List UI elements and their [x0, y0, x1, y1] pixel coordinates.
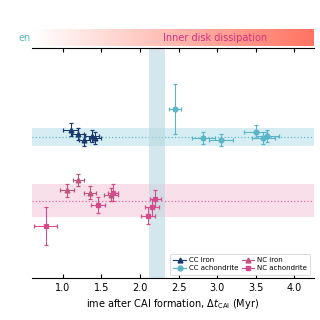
Bar [32, 128, 314, 147]
Text: Inner disk dissipation: Inner disk dissipation [163, 33, 267, 43]
Text: netesimal accretion times: netesimal accretion times [32, 37, 141, 46]
X-axis label: ime after CAI formation, $\Delta t_{\mathrm{CAI}}$ (Myr): ime after CAI formation, $\Delta t_{\mat… [86, 297, 259, 311]
Legend: CC iron, CC achondrite, NC iron, NC achondrite: CC iron, CC achondrite, NC iron, NC acho… [170, 254, 310, 275]
Text: en: en [18, 33, 31, 43]
Bar [149, 48, 165, 278]
Bar [32, 184, 314, 217]
